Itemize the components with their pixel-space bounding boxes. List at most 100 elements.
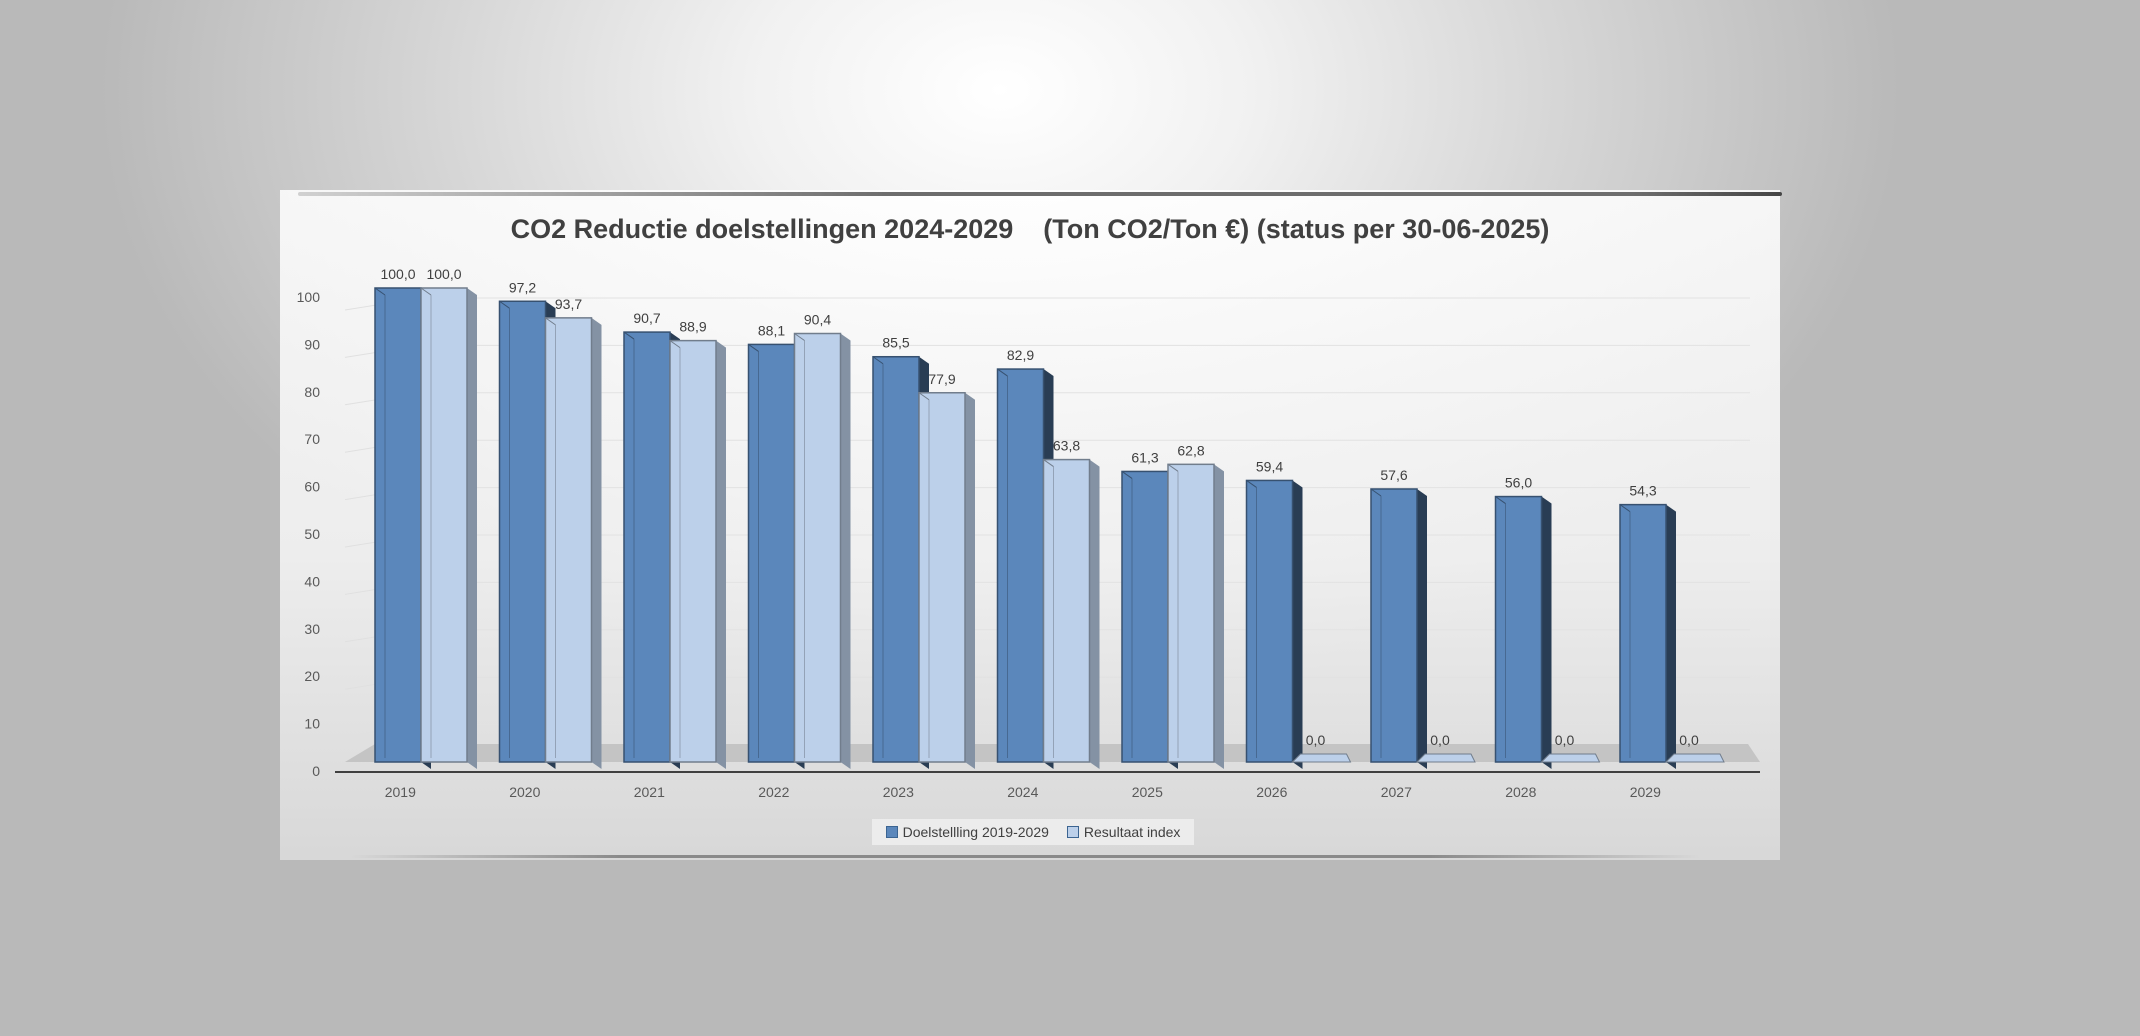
bar-edge xyxy=(997,368,1008,377)
bar-front xyxy=(420,287,468,763)
y-tick-label: 20 xyxy=(304,668,320,684)
y-tick-label: 10 xyxy=(304,716,320,732)
legend-label-series-2: Resultaat index xyxy=(1083,824,1181,840)
bar-result-2025 xyxy=(1167,463,1224,769)
data-label: 97,2 xyxy=(509,279,536,295)
bar-edge xyxy=(545,317,556,326)
legend-label-series-1: Doelstellling 2019-2029 xyxy=(902,824,1049,840)
data-label: 56,0 xyxy=(1505,475,1532,491)
bar-front xyxy=(1042,458,1091,763)
y-tick-label: 80 xyxy=(304,384,320,400)
bar-side xyxy=(467,288,477,769)
bar-front xyxy=(1494,495,1543,763)
data-label: 59,4 xyxy=(1256,458,1283,474)
data-label: 82,9 xyxy=(1007,347,1034,363)
data-label: 90,4 xyxy=(804,312,831,328)
bar-edge xyxy=(623,331,635,340)
bar-result-2028 xyxy=(1540,753,1601,763)
bar-result-2021 xyxy=(669,339,726,769)
bar-edge xyxy=(374,287,386,296)
legend: Doelstellling 2019-2029 Resultaat index xyxy=(872,819,1194,845)
bar-edge xyxy=(748,343,759,352)
y-tick-label: 70 xyxy=(304,431,320,447)
data-label: 88,1 xyxy=(758,322,785,338)
bars xyxy=(374,287,1725,769)
data-label: 93,7 xyxy=(555,296,582,312)
data-label: 88,9 xyxy=(679,319,706,335)
data-label: 100,0 xyxy=(380,266,415,282)
bar-edge xyxy=(872,356,884,365)
bar-front xyxy=(1121,470,1169,763)
bar-side xyxy=(840,333,851,769)
data-label: 0,0 xyxy=(1306,732,1326,748)
bar-edge xyxy=(499,300,510,309)
bar-side xyxy=(965,392,975,769)
data-label: 62,8 xyxy=(1177,442,1204,458)
bar-edge xyxy=(1370,488,1382,497)
x-tick-label: 2028 xyxy=(1505,784,1536,800)
bar-front xyxy=(747,343,796,763)
bar-side xyxy=(1666,504,1676,769)
bar-front xyxy=(498,300,547,763)
x-tick-label: 2019 xyxy=(385,784,416,800)
y-axis: 0 10 20 30 40 50 60 70 80 90 100 xyxy=(297,289,321,779)
bar-edge xyxy=(1619,504,1631,513)
data-label: 54,3 xyxy=(1629,483,1656,499)
data-label: 77,9 xyxy=(928,371,955,387)
bar-side xyxy=(1292,480,1303,769)
x-tick-label: 2024 xyxy=(1007,784,1038,800)
y-tick-label: 100 xyxy=(297,289,321,305)
bar-edge xyxy=(918,392,930,401)
y-tick-label: 40 xyxy=(304,573,320,589)
y-tick-label: 50 xyxy=(304,526,320,542)
y-tick-label: 30 xyxy=(304,621,320,637)
bar-result-2026 xyxy=(1291,753,1352,763)
bar-side xyxy=(1541,496,1552,769)
y-tick-label: 90 xyxy=(304,336,320,352)
bar-result-2023 xyxy=(918,392,975,769)
bar-side xyxy=(1417,488,1427,769)
bar-front xyxy=(374,287,422,763)
bar-front xyxy=(793,332,842,763)
bar-edge xyxy=(1167,463,1179,472)
data-label: 0,0 xyxy=(1555,732,1575,748)
bar-front xyxy=(1167,463,1215,763)
bar-side xyxy=(1089,459,1100,769)
chart-title: CO2 Reductie doelstellingen 2024-2029 (T… xyxy=(510,214,1550,244)
data-label: 0,0 xyxy=(1430,732,1450,748)
bar-front xyxy=(1619,503,1667,763)
bar-edge xyxy=(1495,496,1506,504)
bar-edge xyxy=(669,340,681,349)
data-label: 0,0 xyxy=(1679,732,1699,748)
bottom-rule xyxy=(350,855,1700,858)
data-label: 61,3 xyxy=(1131,449,1158,465)
data-label: 90,7 xyxy=(633,310,660,326)
bar-result-2020 xyxy=(544,317,602,769)
x-axis: 2019 2020 2021 2022 2023 2024 2025 2026 2027 2028… xyxy=(385,784,1661,800)
bar-front xyxy=(1370,488,1418,763)
legend-item-series-1: Doelstellling 2019-2029 xyxy=(885,824,1049,840)
bar-side xyxy=(716,340,726,769)
bar-side xyxy=(1214,464,1224,769)
bar-target-2028 xyxy=(1494,495,1552,769)
data-label: 100,0 xyxy=(426,266,461,282)
bar-front xyxy=(996,368,1045,763)
bar-edge xyxy=(1121,471,1133,479)
bar-edge xyxy=(1043,459,1054,467)
bar-zero xyxy=(1415,753,1476,763)
data-labels: 100,0 100,0 97,2 93,7 90,7 88,9 88,1 90,4 85,5 77… xyxy=(380,266,1698,748)
bar-front xyxy=(623,331,671,763)
bar-target-2027 xyxy=(1370,488,1427,769)
bar-front xyxy=(918,392,966,763)
x-tick-label: 2029 xyxy=(1630,784,1661,800)
bar-zero xyxy=(1540,753,1601,763)
bar-zero xyxy=(1664,753,1725,763)
x-tick-label: 2021 xyxy=(634,784,665,800)
top-rule xyxy=(298,192,1782,196)
bar-front xyxy=(544,317,593,763)
x-tick-label: 2023 xyxy=(883,784,914,800)
bar-side xyxy=(591,317,602,769)
bar-edge xyxy=(420,287,432,296)
x-tick-label: 2026 xyxy=(1256,784,1287,800)
bar-edge xyxy=(794,333,805,341)
